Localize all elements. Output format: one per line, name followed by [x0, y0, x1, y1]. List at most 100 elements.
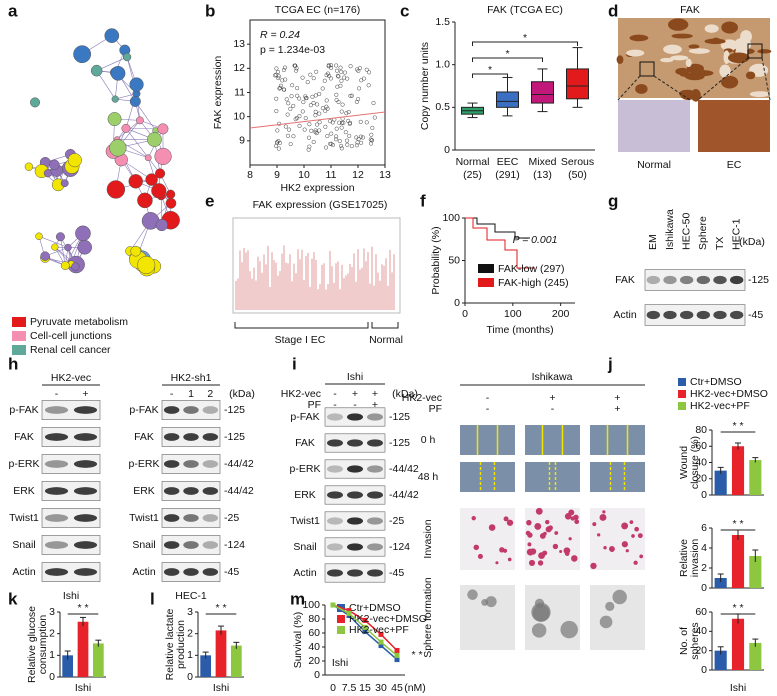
blot-band	[202, 406, 219, 414]
blot-band	[347, 517, 363, 525]
significance-star: * *	[732, 518, 743, 530]
scatter-point	[300, 75, 305, 80]
y-axis-label: Survival (%)	[292, 612, 304, 669]
plot-frame	[249, 19, 386, 166]
scatter-point	[310, 94, 315, 99]
network-node	[73, 45, 92, 64]
scatter-point	[275, 128, 280, 133]
scatter-point	[325, 133, 330, 139]
network-edge	[60, 236, 66, 266]
invaded-cell	[545, 526, 552, 533]
network-node	[60, 261, 70, 271]
tissue	[719, 64, 731, 78]
blot-title: HK2-vec	[51, 372, 91, 384]
invaded-cell	[592, 522, 597, 527]
tissue	[680, 72, 695, 78]
scatter-point	[348, 93, 353, 98]
scatter-point	[336, 74, 341, 79]
scatter-point	[294, 68, 299, 73]
x-axis-label: HK2 expression	[280, 182, 354, 194]
scatter-point	[328, 63, 334, 68]
scatter-point	[291, 103, 296, 108]
blot-band	[327, 439, 343, 447]
legend-swatch	[478, 264, 494, 273]
assay-image	[460, 462, 515, 492]
x-tick-label: 7.5	[342, 682, 357, 694]
blot	[41, 454, 101, 474]
x-tick-label: (50)	[568, 169, 587, 181]
y-tick-label: 0	[701, 664, 707, 676]
scatter-point	[329, 141, 334, 146]
network-node	[154, 147, 172, 165]
tissue	[629, 34, 649, 42]
tissue	[663, 44, 682, 54]
scatter-point	[328, 119, 333, 124]
scatter-point	[297, 96, 302, 101]
kda-label: -45	[224, 566, 239, 578]
scatter-point	[323, 124, 328, 129]
scatter-point	[344, 111, 349, 116]
kda-label: -44/42	[224, 458, 254, 470]
scatter-point	[317, 91, 322, 97]
significance-star: * *	[215, 602, 226, 614]
blot	[644, 304, 746, 326]
row-label: Actin	[12, 566, 36, 578]
scatter-point	[346, 118, 351, 123]
network-node	[137, 192, 153, 209]
sphere	[599, 615, 613, 629]
scatter-point	[297, 123, 302, 128]
point	[378, 639, 384, 645]
significance-star: *	[523, 32, 527, 44]
network-node	[109, 139, 127, 157]
invaded-cell	[545, 519, 550, 525]
km-curve	[465, 217, 535, 269]
invaded-cell	[506, 519, 514, 526]
group-label: Stage I EC	[275, 334, 326, 346]
bracket	[234, 322, 369, 329]
blot-band	[730, 310, 744, 320]
network-node	[106, 180, 126, 199]
tissue	[704, 38, 726, 45]
blot-band	[327, 491, 343, 499]
bar	[200, 655, 212, 677]
sphere	[605, 601, 615, 612]
scatter-point	[313, 109, 318, 114]
panel-label: l	[150, 589, 155, 608]
row-label: FAK	[14, 431, 34, 443]
scatter-point	[282, 65, 288, 70]
row-label: Actin	[613, 309, 637, 321]
y-axis-label: closure (%)	[689, 436, 701, 489]
network-node	[129, 95, 141, 107]
lane-label: -	[333, 399, 337, 411]
network-node	[110, 65, 126, 81]
scatter-point	[308, 103, 313, 108]
scatter-point	[334, 68, 340, 73]
scatter-point	[368, 137, 373, 142]
scatter-point	[346, 110, 351, 115]
sphere	[467, 589, 478, 600]
kda-label: -125	[389, 437, 410, 449]
scatter-point	[370, 125, 375, 130]
blot-band	[73, 541, 98, 549]
blot-band	[327, 413, 343, 421]
bar	[230, 645, 242, 677]
bar	[749, 642, 762, 670]
scatter-point	[340, 102, 345, 107]
significance-bracket	[472, 41, 578, 46]
scatter-point	[288, 106, 293, 111]
scatter-point	[344, 138, 350, 143]
x-tick-label: Serous	[561, 156, 594, 168]
panel-label: h	[8, 354, 18, 373]
y-axis-label: Relative glucose	[26, 606, 38, 683]
tissue	[734, 37, 752, 52]
scatter-point	[348, 64, 353, 69]
scatter-point	[317, 128, 322, 133]
panel-label: k	[8, 589, 18, 608]
panel-label: c	[400, 1, 409, 20]
scatter-point	[291, 134, 296, 139]
assay-image	[590, 508, 645, 570]
scatter-point	[275, 140, 280, 145]
scatter-point	[320, 106, 325, 111]
blot-band	[202, 433, 219, 441]
network-edge	[135, 101, 156, 131]
